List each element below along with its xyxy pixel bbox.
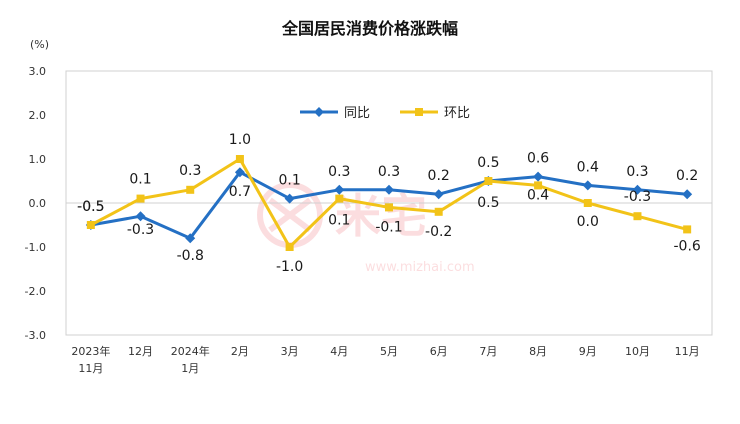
data-label-mom: -1.0: [276, 259, 303, 275]
y-tick-label: -1.0: [25, 241, 46, 254]
data-point-yoy: [384, 184, 394, 195]
data-label-yoy: 0.2: [428, 168, 450, 184]
data-point-yoy: [533, 171, 544, 182]
data-label-yoy: 0.7: [229, 184, 251, 200]
x-tick-label: 12月: [128, 345, 153, 358]
data-label-yoy: 0.4: [577, 159, 599, 175]
data-point-yoy: [632, 184, 643, 195]
data-point-mom: [335, 194, 344, 203]
data-label-mom: -0.6: [673, 238, 700, 254]
x-tick-label: 2024年 1月: [171, 344, 210, 375]
data-label-mom: 0.4: [527, 187, 549, 203]
x-tick-label: 10月: [625, 345, 650, 358]
data-point-yoy: [234, 167, 245, 178]
data-label-mom: 1.0: [229, 132, 251, 148]
x-tick-label: 2月: [231, 345, 249, 358]
legend-label-yoy: 同比: [344, 106, 370, 121]
x-tick-label: 6月: [430, 345, 448, 358]
data-point-yoy: [433, 189, 444, 200]
data-label-yoy: -0.5: [77, 199, 104, 215]
data-point-mom: [434, 207, 443, 216]
x-tick-label: 11月: [675, 345, 700, 358]
chart-title: 全国居民消费价格涨跌幅: [281, 19, 458, 38]
data-label-mom: 0.3: [179, 163, 201, 179]
svg-text:米宅: 米宅: [335, 189, 427, 243]
data-label-mom: 0.5: [477, 195, 499, 211]
data-point-yoy: [284, 193, 295, 204]
y-tick-label: -2.0: [25, 285, 46, 298]
y-tick-label: 1.0: [29, 153, 47, 166]
data-point-mom: [235, 155, 244, 163]
data-point-yoy: [334, 184, 345, 195]
data-point-mom: [86, 221, 95, 229]
data-label-yoy: 0.1: [278, 173, 300, 189]
x-tick-label: 9月: [579, 345, 597, 358]
data-point-mom: [285, 243, 294, 251]
data-point-mom: [385, 203, 393, 212]
data-label-yoy: -0.8: [177, 248, 204, 264]
svg-text:www.mizhai.com: www.mizhai.com: [365, 260, 475, 275]
legend-label-mom: 环比: [444, 106, 470, 121]
data-point-yoy: [682, 189, 693, 200]
data-point-yoy: [185, 233, 196, 244]
y-tick-label: -3.0: [25, 329, 46, 342]
data-point-mom: [186, 185, 195, 194]
data-label-mom: 0.1: [129, 172, 151, 188]
legend-marker-mom: [415, 108, 423, 116]
y-tick-label: 2.0: [29, 109, 47, 122]
data-label-yoy: 0.3: [626, 164, 648, 180]
data-label-mom: -0.3: [624, 189, 651, 205]
data-label-mom: -0.2: [425, 224, 452, 240]
data-label-yoy: 0.3: [328, 164, 350, 180]
data-label-yoy: -0.3: [127, 222, 154, 238]
x-tick-label: 5月: [380, 345, 398, 358]
legend-marker-yoy: [314, 107, 324, 117]
data-point-yoy: [582, 180, 593, 191]
data-label-mom: -0.5: [77, 199, 104, 215]
data-point-mom: [136, 194, 145, 203]
data-point-mom: [484, 177, 493, 185]
x-tick-label: 7月: [479, 345, 497, 358]
x-tick-label: 2023年 11月: [71, 344, 110, 375]
data-label-mom: 0.1: [328, 213, 350, 229]
data-label-mom: 0.0: [577, 214, 599, 230]
y-tick-label: 0.0: [29, 197, 47, 210]
data-point-mom: [683, 225, 692, 234]
x-tick-label: 3月: [281, 345, 299, 358]
data-label-yoy: 0.6: [527, 151, 549, 167]
data-point-mom: [633, 212, 642, 221]
x-tick-label: 8月: [529, 345, 547, 358]
data-label-yoy: 0.2: [676, 168, 698, 184]
data-point-mom: [534, 181, 543, 190]
y-tick-label: 3.0: [29, 65, 47, 78]
data-label-yoy: 0.5: [477, 155, 499, 171]
x-tick-label: 4月: [330, 345, 348, 358]
y-axis-unit: (%): [30, 38, 49, 51]
data-point-yoy: [135, 211, 146, 222]
data-point-mom: [583, 199, 592, 207]
data-label-yoy: 0.3: [378, 164, 400, 180]
data-label-mom: -0.1: [375, 219, 402, 235]
